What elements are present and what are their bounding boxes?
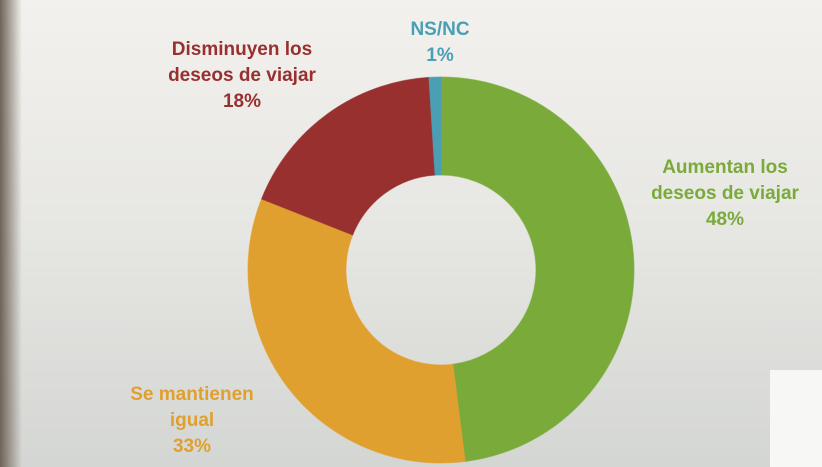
slice-label: Aumentan los [662, 157, 788, 178]
slice-label: Disminuyen los [172, 39, 312, 60]
slice-label: NS/NC [410, 19, 469, 40]
slice-label: Se mantienen [130, 384, 254, 405]
slice-value-label: 18% [223, 91, 261, 112]
slice-value-label: 33% [173, 436, 211, 457]
chart: Aumentan los deseos de viajar 48% Se mantie… [0, 0, 822, 467]
slice-label: deseos de viajar [168, 65, 316, 86]
background-edge [0, 0, 22, 467]
slice-label: igual [170, 410, 214, 431]
slice-value-label: 1% [426, 45, 454, 66]
background-panel [770, 370, 822, 467]
slice-label: deseos de viajar [651, 183, 799, 204]
slice-value-label: 48% [706, 209, 744, 230]
